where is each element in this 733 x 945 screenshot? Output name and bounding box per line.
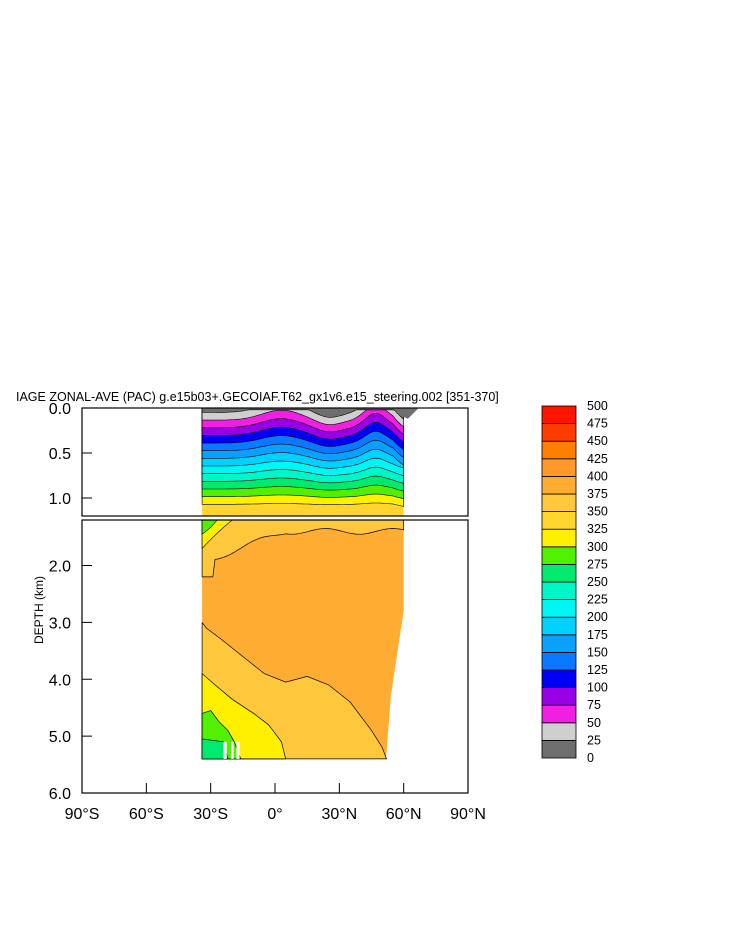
- lower-y-ticks: 2.0 3.0 4.0 5.0 6.0: [49, 559, 92, 803]
- colorbar-label-14: 350: [587, 505, 608, 519]
- colorbar-label-4: 100: [587, 681, 608, 695]
- x-tick-label-0: 90°S: [65, 806, 100, 823]
- colorbar-box-1: [541, 722, 577, 741]
- colorbar-box-8: [541, 599, 577, 618]
- colorbar-box-18: [541, 423, 577, 442]
- lower-tick-label-0: 2.0: [49, 559, 71, 576]
- x-axis-ticks: 90°S 60°S 30°S 0° 30°N 60°N 90°N: [65, 783, 486, 823]
- colorbar-box-6: [541, 634, 577, 653]
- colorbar: 0 25 50 75 100 125 150 175 200 225 250 275 300 325 350…: [541, 399, 608, 765]
- x-tick-label-6: 90°N: [450, 806, 486, 823]
- chart-title: IAGE ZONAL-AVE (PAC) g.e15b03+.GECOIAF.T…: [16, 390, 499, 404]
- lower-tick-label-2: 4.0: [49, 672, 71, 689]
- colorbar-box-17: [541, 440, 577, 460]
- colorbar-label-19: 475: [587, 417, 608, 431]
- colorbar-label-11: 275: [587, 557, 608, 571]
- lower-tick-label-3: 5.0: [49, 729, 71, 746]
- colorbar-box-19: [541, 405, 577, 425]
- colorbar-box-9: [541, 581, 577, 601]
- seafloor-gap-1: [231, 741, 234, 759]
- lower-tick-label-1: 3.0: [49, 615, 71, 632]
- colorbar-box-0: [541, 740, 577, 759]
- upper-light-orange: [201, 520, 405, 578]
- colorbar-box-15: [541, 475, 577, 495]
- upper-band-0: [201, 408, 405, 420]
- colorbar-box-7: [541, 616, 577, 636]
- colorbar-label-9: 225: [587, 593, 608, 607]
- upper-tick-label-2: 1.0: [49, 491, 71, 508]
- colorbar-box-5: [541, 652, 577, 671]
- upper-tick-label-1: 0.5: [49, 446, 71, 463]
- colorbar-label-15: 375: [587, 487, 608, 501]
- colorbar-label-12: 300: [587, 540, 608, 554]
- colorbar-label-0: 0: [587, 751, 594, 765]
- x-tick-label-1: 60°S: [129, 806, 164, 823]
- x-tick-label-2: 30°S: [193, 806, 228, 823]
- x-tick-label-5: 60°N: [386, 806, 422, 823]
- colorbar-box-2: [541, 704, 577, 724]
- colorbar-label-20: 500: [587, 399, 608, 413]
- colorbar-label-2: 50: [587, 716, 601, 730]
- colorbar-box-4: [541, 669, 577, 689]
- upper-panel: 0.0 0.5 1.0: [49, 401, 469, 517]
- colorbar-box-14: [541, 493, 577, 513]
- colorbar-label-10: 250: [587, 575, 608, 589]
- x-tick-label-3: 0°: [267, 806, 282, 823]
- colorbar-box-10: [541, 564, 577, 583]
- upper-tick-label-0: 0.0: [49, 401, 71, 418]
- upper-y-ticks: 0.0 0.5 1.0: [49, 401, 92, 508]
- x-tick-label-4: 30°N: [321, 806, 357, 823]
- colorbar-label-16: 400: [587, 469, 608, 483]
- colorbar-label-5: 125: [587, 663, 608, 677]
- colorbar-label-13: 325: [587, 522, 608, 536]
- lower-panel: 2.03.04.05.06.0 90°S 60°S 30°S 0° 30°N 60°N 90…: [49, 519, 486, 823]
- arctic-cap: [392, 408, 419, 419]
- colorbar-box-12: [541, 528, 577, 548]
- upper-contour-fill: [201, 408, 419, 516]
- bottom-dark-green: [201, 738, 229, 760]
- lower-contour-fill: [201, 520, 405, 760]
- colorbar-box-16: [541, 458, 577, 477]
- colorbar-label-18: 450: [587, 434, 608, 448]
- upper-panel-frame: [81, 407, 469, 517]
- colorbar-label-6: 150: [587, 645, 608, 659]
- colorbar-label-1: 25: [587, 733, 601, 747]
- colorbar-label-3: 75: [587, 698, 601, 712]
- colorbar-label-17: 425: [587, 452, 608, 466]
- colorbar-box-3: [541, 687, 577, 706]
- colorbar-box-11: [541, 546, 577, 565]
- lower-tick-label-4: 6.0: [49, 786, 71, 803]
- y-axis-label: DEPTH (km): [32, 576, 46, 644]
- colorbar-label-7: 175: [587, 628, 608, 642]
- colorbar-box-13: [541, 511, 577, 530]
- colorbar-label-8: 200: [587, 610, 608, 624]
- seafloor-gap-2: [236, 741, 240, 759]
- seafloor-gap-0: [223, 741, 227, 759]
